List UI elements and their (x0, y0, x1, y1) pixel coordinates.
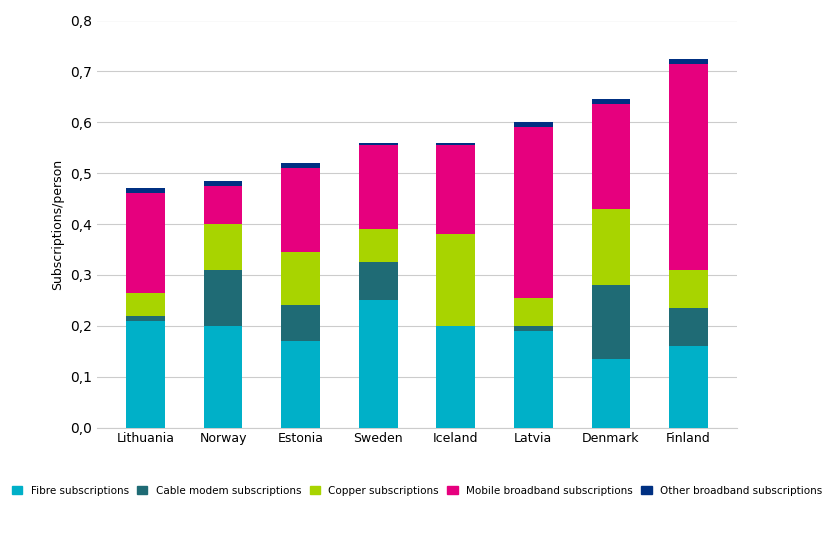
Bar (591, 209, 631, 285)
Bar (669, 270, 708, 308)
Y-axis label: Subscriptions/person: Subscriptions/person (52, 158, 64, 289)
Bar (281, 341, 320, 427)
Legend: Fibre subscriptions, Cable modem subscriptions, Copper subscriptions, Mobile bro: Fibre subscriptions, Cable modem subscri… (12, 486, 822, 496)
Bar (126, 293, 165, 316)
Bar (281, 168, 320, 252)
Bar (514, 331, 553, 427)
Bar (359, 262, 398, 300)
Bar (591, 359, 631, 427)
Bar (203, 270, 243, 326)
Bar (281, 252, 320, 306)
Bar (126, 189, 165, 194)
Bar (359, 300, 398, 427)
Bar (436, 326, 475, 427)
Bar (359, 229, 398, 262)
Bar (514, 298, 553, 326)
Bar (591, 99, 631, 105)
Bar (514, 127, 553, 298)
Bar (591, 105, 631, 209)
Bar (514, 326, 553, 331)
Bar (203, 224, 243, 270)
Bar (436, 234, 475, 326)
Bar (436, 145, 475, 234)
Bar (514, 122, 553, 127)
Bar (669, 308, 708, 346)
Bar (281, 163, 320, 168)
Bar (126, 321, 165, 427)
Bar (591, 285, 631, 359)
Bar (359, 143, 398, 145)
Bar (436, 143, 475, 145)
Bar (669, 346, 708, 427)
Bar (126, 316, 165, 321)
Bar (281, 306, 320, 341)
Bar (359, 145, 398, 229)
Bar (203, 181, 243, 186)
Bar (203, 186, 243, 224)
Bar (126, 194, 165, 293)
Bar (203, 326, 243, 427)
Bar (669, 64, 708, 270)
Bar (669, 59, 708, 64)
